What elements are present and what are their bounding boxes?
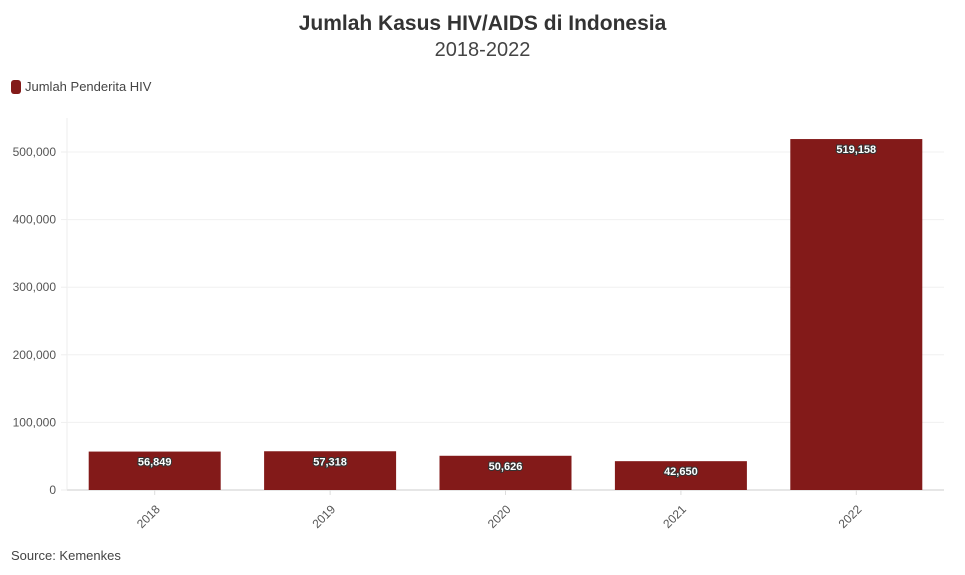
data-label-2020: 50,626	[489, 461, 523, 473]
x-tick-label-2020: 2020	[485, 502, 514, 531]
x-tick-label-2021: 2021	[660, 502, 689, 531]
x-tick-label-2022: 2022	[836, 502, 865, 531]
data-label-2021: 42,650	[664, 466, 698, 478]
bar-2021	[614, 461, 747, 490]
y-tick-label: 0	[49, 483, 56, 497]
legend[interactable]: Jumlah Penderita HIV	[11, 79, 151, 94]
bar-2020	[439, 455, 572, 490]
x-tick-label-2018: 2018	[134, 502, 163, 531]
bar-2019	[264, 451, 397, 490]
data-label-2022: 519,158	[836, 144, 876, 156]
bar-2018	[88, 451, 221, 490]
y-tick-label: 500,000	[13, 145, 57, 159]
chart-subtitle: 2018-2022	[434, 39, 531, 61]
y-tick-label: 100,000	[13, 415, 57, 429]
y-tick-label: 200,000	[13, 348, 57, 362]
y-tick-label: 300,000	[13, 280, 57, 294]
bar-2022	[790, 139, 923, 490]
y-tick-label: 400,000	[13, 213, 57, 227]
source-note: Source: Kemenkes	[11, 548, 121, 563]
legend-label: Jumlah Penderita HIV	[25, 79, 152, 94]
chart-title: Jumlah Kasus HIV/AIDS di Indonesia	[298, 12, 667, 35]
legend-swatch	[11, 79, 21, 94]
x-tick-label-2019: 2019	[309, 502, 338, 531]
data-label-2019: 57,318	[313, 456, 347, 468]
data-label-2018: 56,849	[138, 457, 172, 469]
